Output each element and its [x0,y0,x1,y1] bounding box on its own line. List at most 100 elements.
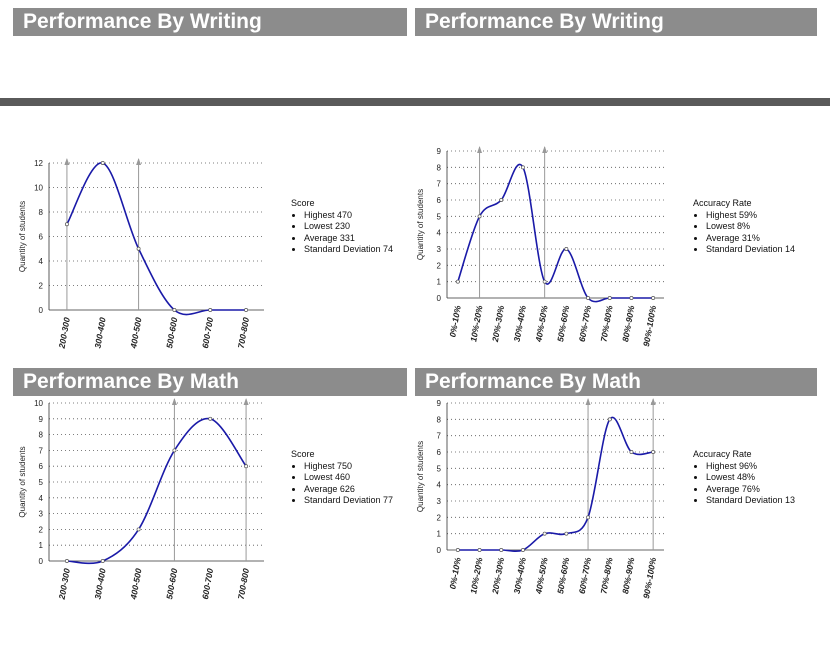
data-point [629,450,634,454]
y-tick-label: 4 [39,494,44,503]
y-tick-label: 6 [39,462,44,471]
data-point [651,296,656,300]
y-tick-label: 4 [437,229,442,238]
y-tick-label: 8 [437,163,442,172]
data-point [586,296,591,300]
y-tick-label: 6 [437,196,442,205]
data-point [136,527,141,532]
stat-lowest: Lowest 230 [304,221,393,233]
header-writing-right: Performance By Writing [415,8,817,36]
y-tick-label: 0 [39,306,44,315]
data-point [564,531,569,536]
y-tick-label: 8 [437,415,442,424]
x-tick-label: 10%-20% [468,556,484,594]
data-point [542,279,547,284]
y-tick-label: 1 [437,278,442,287]
marker-arrow [477,146,483,153]
header-math-left: Performance By Math [13,368,407,396]
data-point [208,416,213,421]
y-tick-label: 12 [34,159,43,168]
data-point [455,548,460,552]
stats-writing-score: Score Highest 470 Lowest 230 Average 331… [291,198,393,256]
y-tick-label: 6 [437,448,442,457]
y-tick-label: 4 [39,257,44,266]
stat-stddev: Standard Deviation 13 [706,495,795,507]
marker-arrow [64,158,70,165]
stat-average: Average 31% [706,233,795,245]
data-point [586,515,591,520]
section-separator [0,98,830,106]
y-tick-label: 2 [437,261,442,270]
x-tick-label: 20%-30% [490,556,506,595]
header-writing-left: Performance By Writing [13,8,407,36]
data-point [455,279,460,284]
x-tick-label: 50%-60% [555,556,571,594]
y-tick-label: 9 [39,415,44,424]
data-point [521,548,525,552]
y-tick-label: 5 [437,212,442,221]
marker-arrow [243,398,249,405]
data-point [477,548,482,552]
y-tick-label: 4 [437,481,442,490]
y-tick-label: 0 [437,546,442,555]
y-tick-label: 2 [437,513,442,522]
y-tick-label: 3 [39,510,44,519]
y-tick-label: 7 [437,432,442,441]
data-point [100,559,105,563]
y-axis-label: Quantity of students [18,446,27,517]
data-point [172,448,177,453]
y-tick-label: 9 [437,147,442,156]
marker-arrow [136,158,142,165]
x-tick-label: 90%-100% [641,556,658,599]
stat-stddev: Standard Deviation 14 [706,244,795,256]
data-point [542,531,547,536]
data-point [607,417,612,422]
x-tick-label: 40%-50% [533,556,549,595]
stat-highest: Highest 750 [304,461,393,473]
stats-title: Accuracy Rate [693,449,752,459]
stat-lowest: Lowest 460 [304,472,393,484]
y-tick-label: 2 [39,525,44,534]
data-point [499,548,504,552]
y-axis-label: Quantity of students [18,201,27,272]
y-tick-label: 0 [437,294,442,303]
series-line [457,416,654,552]
y-tick-label: 6 [39,233,44,242]
marker-arrow [650,398,656,405]
stat-highest: Highest 96% [706,461,795,473]
y-tick-label: 2 [39,282,44,291]
data-point [629,296,634,300]
stats-title: Accuracy Rate [693,198,752,208]
y-tick-label: 0 [39,557,44,566]
y-tick-label: 7 [437,180,442,189]
stats-writing-accuracy: Accuracy Rate Highest 59% Lowest 8% Aver… [693,198,795,256]
y-tick-label: 8 [39,208,44,217]
data-point [244,308,249,312]
data-point [477,214,482,219]
data-point [521,165,525,170]
stats-math-accuracy: Accuracy Rate Highest 96% Lowest 48% Ave… [693,449,795,507]
y-tick-label: 1 [437,530,442,539]
y-axis-label: Quantity of students [416,189,425,260]
x-tick-label: 0%-10% [447,556,463,590]
marker-arrow [585,398,591,405]
data-point [100,161,105,165]
data-point [172,308,177,312]
stat-lowest: Lowest 8% [706,221,795,233]
stats-math-score: Score Highest 750 Lowest 460 Average 626… [291,449,393,507]
data-point [208,308,213,312]
y-tick-label: 10 [34,399,43,408]
stat-stddev: Standard Deviation 77 [304,495,393,507]
data-point [64,222,69,227]
stat-lowest: Lowest 48% [706,472,795,484]
data-point [64,559,69,563]
stat-average: Average 76% [706,484,795,496]
y-tick-label: 3 [437,497,442,506]
x-tick-label: 70%-80% [598,556,614,594]
x-tick-label: 30%-40% [512,556,528,594]
stat-highest: Highest 59% [706,210,795,222]
